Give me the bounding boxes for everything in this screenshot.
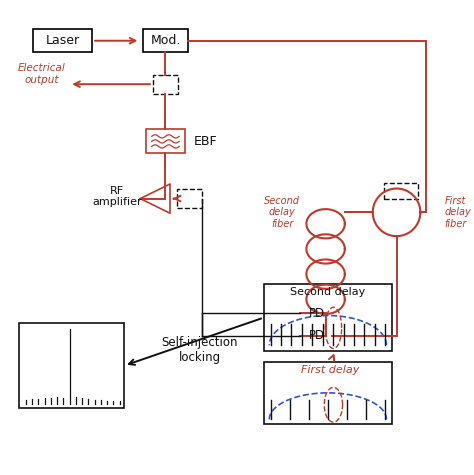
Bar [177,189,202,208]
Text: Second delay: Second delay [290,287,365,297]
Bar [143,29,188,52]
Text: First
delay
fiber: First delay fiber [445,196,471,229]
Bar [33,29,92,52]
Text: PD: PD [309,306,325,320]
Bar [384,183,418,199]
Text: First delay: First delay [301,365,359,375]
Bar [19,323,124,408]
Bar [146,130,185,153]
Text: Self-injection
locking: Self-injection locking [162,336,238,364]
Text: Electrical
output: Electrical output [18,63,66,85]
Text: Second
delay
fiber: Second delay fiber [264,196,300,229]
Text: Laser: Laser [46,34,80,47]
Bar [264,285,392,351]
Bar [264,362,392,424]
Text: RF
amplifier: RF amplifier [92,186,142,207]
Bar [301,304,332,322]
Bar [153,75,178,94]
Text: Mod.: Mod. [150,34,181,47]
Text: EBF: EBF [194,135,218,148]
Text: PD: PD [309,329,325,342]
Bar [301,327,332,344]
